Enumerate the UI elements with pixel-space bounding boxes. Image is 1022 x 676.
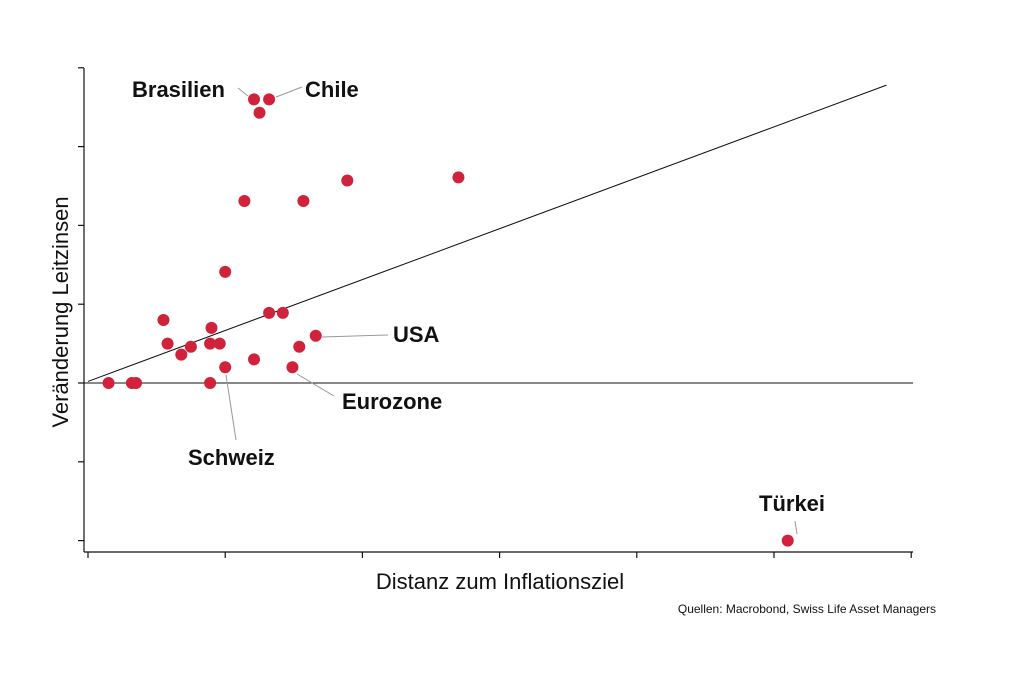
x-axis-title: Distanz zum Inflationsziel — [376, 569, 624, 594]
annotation-leader-1 — [275, 86, 303, 98]
annotation-leader-5 — [794, 520, 798, 535]
data-point-22 — [102, 377, 115, 389]
annotation-label-5: Türkei — [759, 491, 825, 516]
data-point-3 — [341, 174, 354, 187]
data-point-1 — [263, 93, 276, 106]
annotation-label-4: Schweiz — [188, 445, 275, 470]
data-point-15 — [213, 337, 226, 350]
data-point-19 — [248, 353, 261, 366]
reference-lines — [84, 84, 913, 384]
data-point-0 — [248, 93, 261, 106]
data-point-13 — [161, 337, 174, 350]
annotation-leader-4 — [225, 374, 237, 441]
annotation-label-1: Chile — [305, 77, 359, 102]
data-point-2 — [253, 106, 266, 119]
annotation-label-2: USA — [393, 322, 440, 347]
data-point-25 — [204, 377, 217, 389]
data-point-24 — [130, 377, 143, 389]
data-point-16 — [184, 340, 197, 353]
data-point-21 — [286, 361, 299, 374]
data-point-9 — [263, 306, 276, 319]
data-point-7 — [219, 265, 232, 278]
y-axis-title: Veränderung Leitzinsen — [48, 196, 73, 427]
annotation-label-0: Brasilien — [132, 77, 225, 102]
data-point-4 — [452, 171, 465, 184]
data-point-10 — [276, 306, 289, 319]
data-point-20 — [219, 361, 232, 374]
data-point-6 — [297, 194, 310, 207]
annotation-leader-3 — [296, 373, 335, 397]
data-point-11 — [205, 321, 218, 334]
annotation-leader-0 — [237, 87, 249, 97]
data-point-26 — [781, 534, 794, 547]
data-point-18 — [175, 348, 188, 361]
data-point-12 — [309, 329, 322, 342]
data-point-14 — [204, 337, 217, 350]
data-point-8 — [157, 313, 170, 326]
data-point-17 — [293, 340, 306, 353]
annotations: Brasilien Chile USA Eurozone Schweiz Türkei — [132, 77, 825, 535]
trend-line — [87, 84, 887, 382]
data-point-5 — [238, 194, 251, 207]
data-points — [102, 93, 794, 547]
annotation-leader-2 — [321, 334, 389, 338]
source-note: Quellen: Macrobond, Swiss Life Asset Man… — [677, 602, 936, 616]
axes — [78, 67, 913, 558]
annotation-label-3: Eurozone — [342, 389, 442, 414]
